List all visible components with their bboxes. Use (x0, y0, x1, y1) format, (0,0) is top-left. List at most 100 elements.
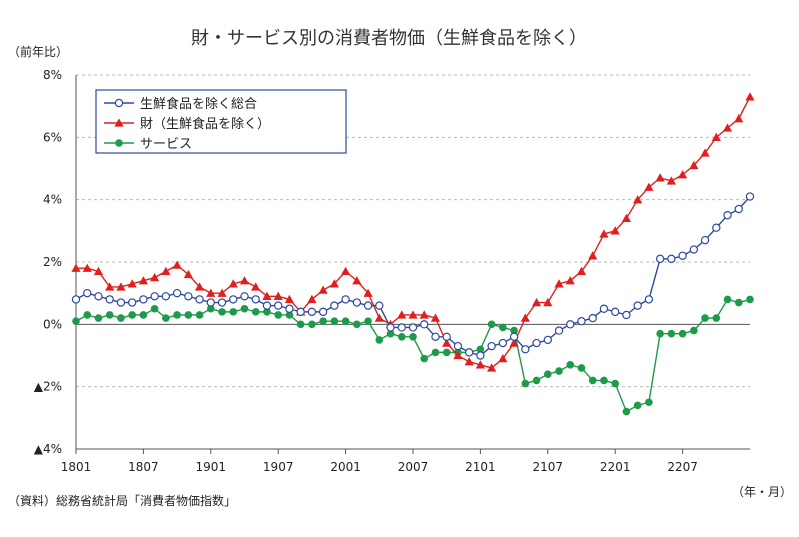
y-tick-label: 4% (43, 193, 62, 207)
data-point (599, 304, 609, 313)
data-point (240, 304, 249, 313)
data-point (555, 367, 563, 375)
data-point (409, 333, 417, 341)
data-point (532, 338, 541, 348)
source-note: （資料）総務省統計局「消費者物価指数」 (8, 493, 236, 508)
legend-box (95, 89, 347, 154)
data-point (442, 338, 452, 347)
y-tick-label: 8% (43, 68, 62, 82)
data-point (476, 351, 485, 360)
data-point (566, 361, 575, 369)
data-point (678, 251, 687, 260)
data-point (105, 311, 114, 319)
series-layer (71, 92, 755, 416)
data-point (521, 345, 530, 354)
y-tick-label: ▲4% (34, 442, 62, 456)
data-point (588, 313, 597, 323)
data-point (206, 288, 216, 297)
data-point (82, 263, 92, 272)
data-point (532, 376, 541, 385)
data-point (499, 323, 507, 332)
data-point (464, 348, 474, 357)
data-point (206, 298, 215, 307)
data-point (183, 269, 193, 279)
data-point (251, 295, 260, 304)
data-point (150, 292, 159, 301)
data-point (430, 313, 441, 322)
data-point (431, 348, 440, 357)
data-point (341, 295, 350, 304)
data-point (127, 298, 137, 307)
legend-entry-label: サービス (140, 137, 192, 152)
x-axis-label: （年・月） (732, 485, 792, 499)
data-point (408, 310, 418, 319)
data-point (622, 310, 631, 320)
x-tick-label: 1901 (196, 460, 227, 474)
data-point (239, 276, 250, 285)
x-tick-label: 2107 (533, 460, 564, 474)
data-point (678, 170, 688, 179)
data-point (116, 298, 126, 307)
data-point (285, 311, 294, 319)
data-point (701, 314, 709, 322)
data-point (105, 295, 114, 304)
data-point (172, 260, 182, 269)
data-point (689, 160, 699, 170)
data-point (397, 310, 407, 319)
x-tick-label: 2001 (330, 460, 361, 474)
data-point (554, 279, 564, 288)
data-point (576, 266, 587, 276)
data-point (588, 251, 598, 260)
data-point (543, 335, 553, 345)
legend-entry-label: 財（生鮮食品を除く） (140, 116, 270, 132)
data-point (487, 320, 496, 329)
data-point (588, 376, 597, 385)
data-point (397, 333, 406, 341)
data-point (173, 311, 181, 319)
data-point (94, 292, 103, 301)
data-point (262, 301, 272, 310)
data-point (71, 263, 81, 272)
x-tick-label: 2207 (667, 460, 698, 474)
y-tick-label: 2% (43, 255, 62, 269)
x-tick-label: 2101 (465, 460, 496, 474)
data-point (251, 308, 260, 316)
data-point (622, 407, 631, 416)
data-point (621, 213, 632, 223)
data-point (263, 308, 271, 316)
data-point (364, 317, 372, 326)
data-point (184, 311, 193, 319)
data-point (431, 332, 440, 341)
data-point (690, 326, 698, 335)
data-point (611, 379, 619, 388)
data-point (566, 320, 575, 329)
data-point (734, 114, 744, 123)
data-point (116, 282, 126, 291)
data-point (217, 288, 227, 297)
data-point (498, 354, 508, 363)
x-tick-label: 2007 (398, 460, 429, 474)
data-point (475, 360, 485, 369)
y-tick-label: 0% (43, 317, 62, 331)
data-point (161, 266, 171, 276)
data-point (274, 311, 283, 319)
x-tick-label: 1801 (61, 460, 92, 474)
data-point (139, 295, 148, 304)
data-point (83, 311, 92, 319)
data-point (195, 311, 204, 319)
data-point (218, 308, 226, 316)
data-point (611, 307, 620, 317)
data-point (318, 307, 328, 317)
data-point (138, 276, 148, 285)
data-point (520, 313, 530, 322)
data-point (127, 279, 137, 288)
data-point (633, 401, 642, 410)
data-point (734, 298, 743, 307)
legend-swatch-marker (115, 139, 123, 147)
data-point (363, 301, 373, 310)
data-point (464, 357, 474, 366)
data-point (633, 195, 643, 204)
data-point (689, 245, 699, 254)
data-point (723, 211, 732, 220)
data-point (722, 123, 733, 132)
